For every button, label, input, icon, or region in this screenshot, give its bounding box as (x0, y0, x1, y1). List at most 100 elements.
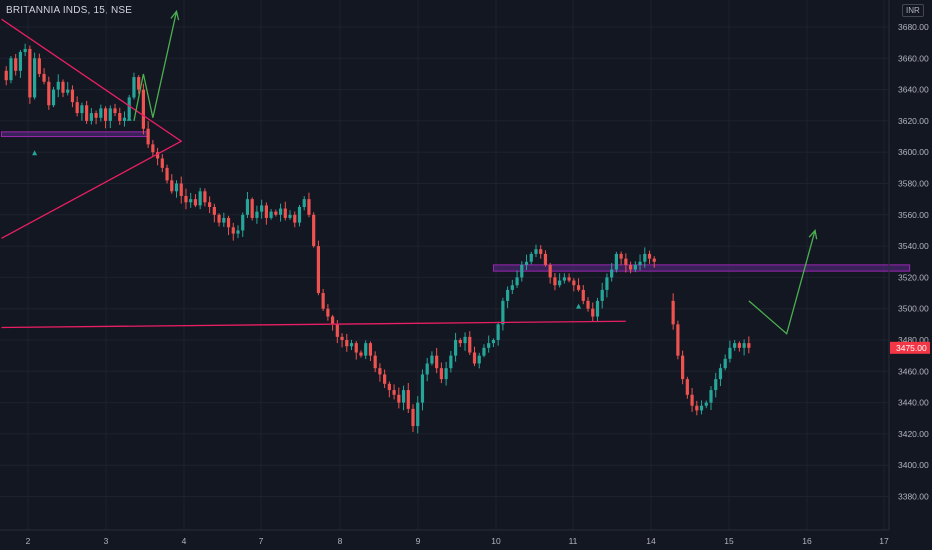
candle-body (179, 183, 183, 197)
candle-body (278, 208, 283, 215)
candle-body (80, 105, 84, 114)
candle-body (260, 205, 264, 212)
candle-body (51, 89, 56, 106)
candle-body (293, 214, 297, 223)
price-tick-label: 3560.00 (898, 210, 929, 220)
candle-body (406, 390, 410, 409)
candle-body (137, 77, 141, 90)
candle-body (193, 199, 198, 206)
candle-body (529, 253, 533, 262)
price-tick-label: 3440.00 (898, 398, 929, 408)
candle-body (331, 316, 335, 325)
candle-series (4, 43, 751, 434)
last-price-label: 3475.00 (896, 343, 927, 353)
candle-body (274, 211, 278, 215)
candle-body (56, 81, 60, 90)
candle-body (127, 97, 131, 118)
candle-body (23, 48, 27, 53)
time-tick-label: 10 (491, 536, 501, 546)
price-tick-label: 3480.00 (898, 335, 929, 345)
candle-body (378, 368, 382, 375)
time-tick-label: 2 (26, 536, 31, 546)
candle-body (18, 52, 23, 71)
candle-body (359, 352, 363, 356)
candle-body (245, 199, 250, 215)
candle-body (61, 81, 65, 93)
projection-arrow-2 (748, 230, 816, 335)
candle-body (534, 249, 538, 254)
candle-body (487, 343, 491, 348)
candle-body (624, 258, 628, 265)
candle-body (543, 253, 548, 265)
candle-body (288, 214, 292, 218)
candle-body (463, 336, 467, 344)
candle-body (425, 363, 429, 375)
candle-body (472, 352, 477, 364)
price-axis[interactable]: 3680.00 3660.00 3640.00 3620.00 3600.00 3580.… (898, 22, 929, 502)
price-tick-label: 3580.00 (898, 179, 929, 189)
time-tick-label: 17 (879, 536, 889, 546)
candle-body (444, 368, 448, 380)
projection-arrow-2-head (808, 229, 818, 240)
candle-body (383, 374, 387, 384)
candle-body (548, 264, 552, 278)
candle-body (638, 261, 642, 265)
candle-body (264, 205, 268, 218)
supply-demand-zone (1, 131, 149, 138)
candle-body (364, 343, 368, 356)
candle-body (619, 253, 623, 259)
candle-body (42, 73, 46, 82)
price-tick-label: 3380.00 (898, 492, 929, 502)
candle-body (681, 355, 685, 380)
candle-body (652, 258, 656, 262)
symbol-title: BRITANNIA INDS, 15, NSE (6, 5, 133, 16)
candle-body (174, 183, 179, 192)
candle-body (151, 144, 155, 153)
candle-body (401, 390, 406, 403)
candle-body (302, 199, 306, 207)
candle-body (165, 167, 169, 181)
candle-body (146, 128, 150, 145)
candle-body (506, 289, 510, 301)
candle-body (453, 340, 458, 356)
candle-body (714, 379, 718, 391)
candle-body (614, 253, 618, 270)
time-axis[interactable]: 2 3 4 7 8 9 10 11 14 15 16 17 (26, 536, 889, 546)
candle-body (539, 249, 543, 254)
signal-marker (576, 303, 582, 309)
candle-body (184, 196, 188, 203)
candle-body (108, 108, 112, 121)
candle-body (605, 277, 609, 290)
candle-body (212, 206, 216, 215)
candle-body (676, 324, 680, 356)
price-zones (1, 131, 911, 272)
candle-body (85, 105, 89, 121)
signal-marker (32, 150, 38, 156)
candle-body (160, 158, 164, 168)
candle-body (491, 340, 496, 344)
candle-body (4, 70, 8, 81)
candle-body (581, 289, 585, 301)
candle-body (591, 308, 595, 317)
price-tick-label: 3600.00 (898, 147, 929, 157)
time-tick-label: 11 (569, 536, 578, 546)
candle-body (349, 343, 354, 347)
candle-body (307, 199, 311, 215)
candle-body (94, 113, 98, 118)
candle-body (685, 379, 689, 395)
candle-body (695, 405, 699, 411)
currency-badge[interactable]: INR (902, 4, 924, 17)
candle-body (733, 343, 737, 348)
candle-body (420, 374, 425, 403)
candle-body (122, 117, 127, 121)
candle-body (241, 214, 245, 231)
price-tick-label: 3680.00 (898, 22, 929, 32)
candle-body (37, 58, 41, 74)
candle-body (411, 408, 415, 427)
price-tick-label: 3620.00 (898, 116, 929, 126)
candle-body (236, 230, 240, 234)
candle-body (217, 214, 221, 223)
candle-body (345, 340, 349, 347)
candle-body (231, 227, 235, 234)
